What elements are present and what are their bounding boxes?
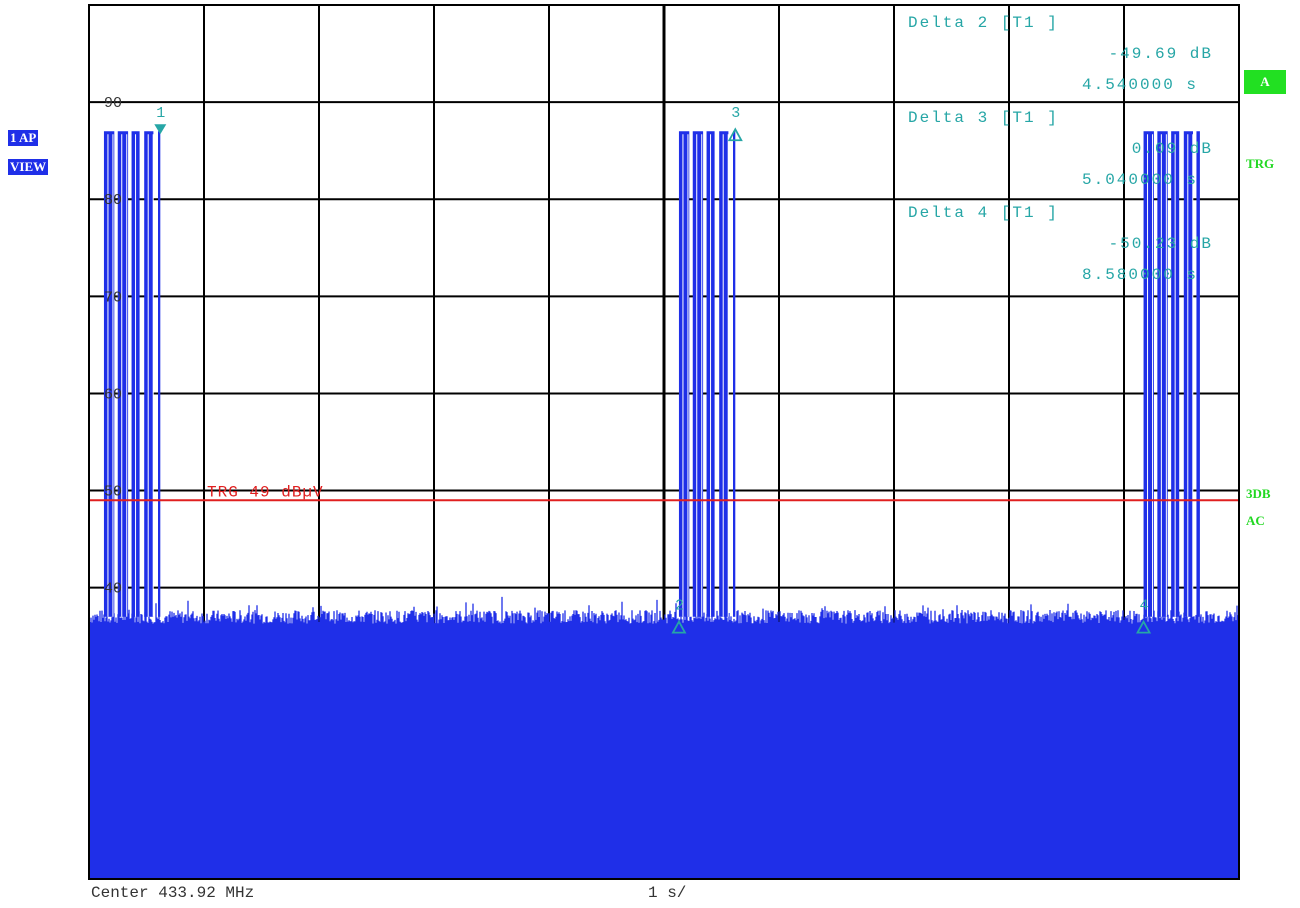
trace-mode-box-view: VIEW [8, 159, 49, 175]
y-tick-label: 80 [104, 192, 122, 209]
marker-table-time: 8.580000 s [1082, 266, 1198, 284]
marker-table-level: -50.23 dB [1109, 235, 1213, 253]
trace [88, 131, 1239, 879]
trace-mode-box-ap: 1 AP [8, 130, 39, 146]
burst-pulse [733, 131, 736, 617]
marker-number: 1 [156, 105, 165, 122]
burst-pulse [103, 131, 115, 617]
trace-a-badge: A [1244, 70, 1286, 94]
marker-table-time: 4.540000 s [1082, 76, 1198, 94]
overlay: TRG 49 dBµV 90 80 70 60 50 40 1 2 3 4 Delta 2 [T1 ]… [89, 14, 1239, 634]
marker-delta-triangle [671, 619, 687, 634]
marker-number: 2 [675, 598, 684, 615]
marker-number: 3 [731, 105, 740, 122]
marker-table-level: 0.09 dB [1132, 140, 1213, 158]
burst-pulse [117, 131, 129, 617]
marker-table-time: 5.040000 s [1082, 171, 1198, 189]
ac-indicator: AC [1246, 513, 1265, 528]
y-tick-label: 50 [104, 484, 122, 501]
burst-pulse [1143, 131, 1154, 617]
marker-delta-triangle [727, 127, 743, 142]
y-tick-label: 40 [104, 581, 122, 598]
burst-pulse [692, 131, 704, 617]
burst-pulse [144, 131, 154, 617]
trigger-label: TRG 49 dBµV [207, 483, 324, 501]
burst-pulse [1183, 131, 1193, 617]
marker-table-level: -49.69 dB [1109, 45, 1213, 63]
y-tick-label: 60 [104, 386, 122, 403]
3db-indicator: 3DB [1246, 486, 1271, 501]
marker-table-label: Delta 2 [T1 ] [908, 14, 1059, 32]
burst-pulse [719, 131, 729, 617]
burst-pulse [678, 131, 690, 617]
plot-frame [88, 4, 1240, 880]
marker-table-label: Delta 4 [T1 ] [908, 204, 1059, 222]
marker-triangle [154, 124, 167, 135]
trg-indicator: TRG [1246, 156, 1275, 171]
sweep-time-label: 1 s/ [648, 884, 687, 902]
y-tick-label: 70 [104, 289, 122, 306]
marker-number: 4 [1140, 598, 1149, 615]
noise-floor [88, 596, 1239, 879]
marker-table-label: Delta 3 [T1 ] [908, 109, 1059, 127]
burst-pulse [158, 131, 161, 617]
burst-pulse [1196, 131, 1200, 617]
center-frequency-label: Center 433.92 MHz [91, 884, 255, 902]
burst-pulse [1157, 131, 1168, 617]
marker-delta-triangle [1136, 619, 1152, 634]
y-tick-label: 90 [104, 95, 122, 112]
